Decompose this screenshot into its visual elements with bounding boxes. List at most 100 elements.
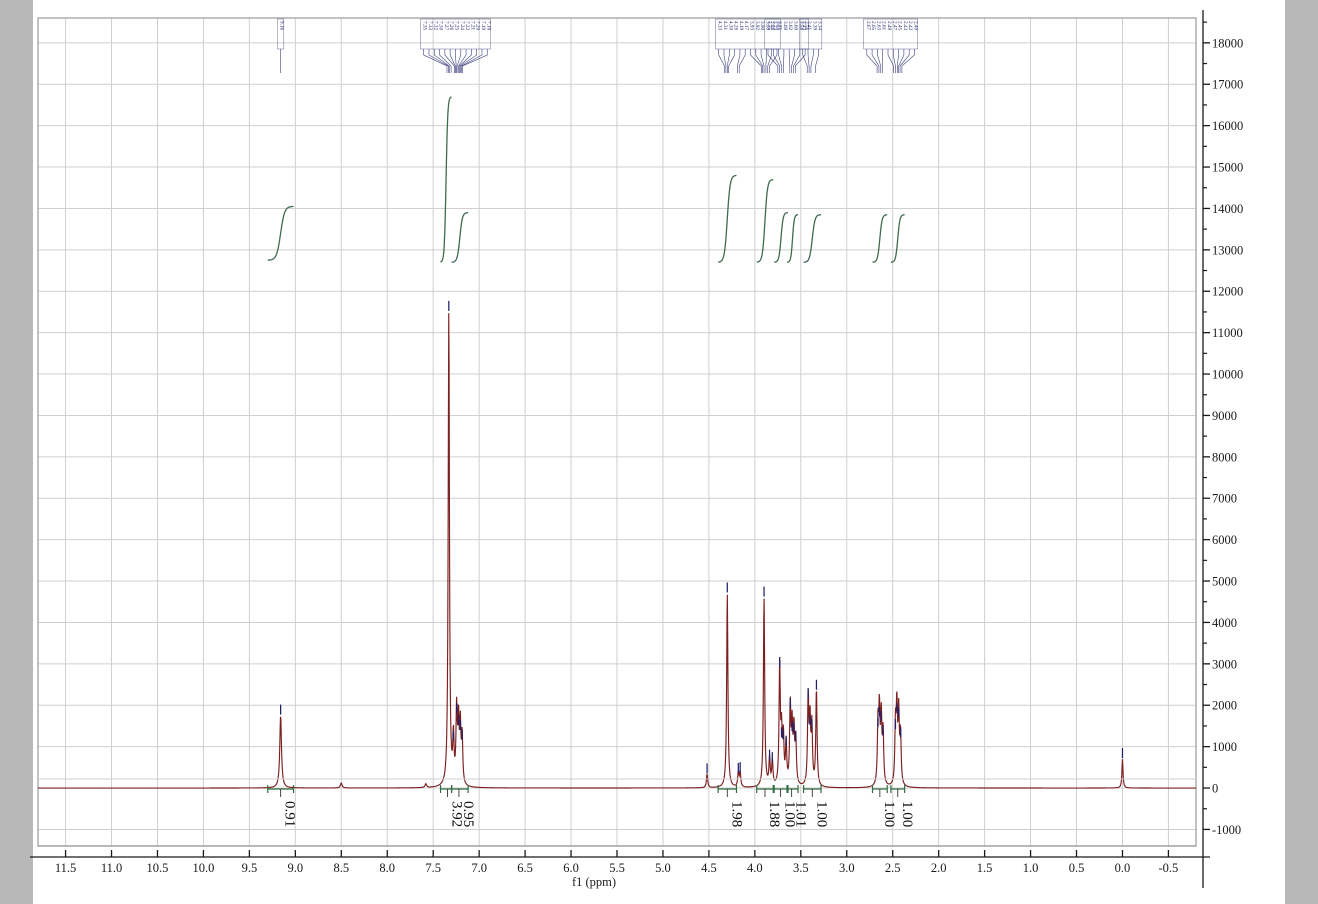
peak-label: 2.65: [870, 21, 876, 30]
spectrum-trace: [38, 313, 1196, 789]
peak-leader: [433, 49, 450, 73]
peak-label: 7.24: [459, 21, 465, 30]
peak-label: 4.28: [733, 21, 739, 30]
peak-label: 4.19: [738, 21, 744, 30]
x-tick-label: 6.0: [563, 861, 579, 875]
integral-value: 1.00: [782, 801, 798, 827]
peak-leader: [887, 49, 894, 73]
peak-label: 2.42: [907, 21, 913, 30]
y-tick-label: 17000: [1212, 78, 1243, 92]
integral-curve: [773, 212, 789, 263]
x-tick-label: 1.5: [977, 861, 993, 875]
peak-leader: [871, 49, 880, 73]
x-tick-label: 11.0: [101, 861, 122, 875]
integral-curve: [267, 205, 294, 261]
y-tick-label: 10000: [1212, 368, 1243, 382]
peak-label: 3.41: [806, 21, 812, 30]
integral-curve: [440, 96, 452, 263]
integral-curve: [451, 212, 469, 263]
y-tick-label: 11000: [1212, 326, 1243, 340]
y-tick-label: 0: [1212, 782, 1218, 796]
peak-leader: [893, 49, 896, 73]
x-axis: 11.5 11.0 10.5 10.0 9.5 9.0 8.5 8.0 7.5 7.0 6.5 6.0…: [30, 850, 1210, 889]
spectrum-line: [38, 313, 1196, 789]
peak-label: 7.22: [464, 21, 470, 30]
peak-label: 4.30: [727, 21, 733, 30]
peak-leader: [783, 49, 785, 73]
peak-leader: [767, 49, 779, 73]
peak-leader: [737, 49, 741, 73]
x-tick-label: 6.5: [517, 861, 533, 875]
peak-label: 3.73: [771, 21, 777, 30]
peak-label: 3.92: [754, 21, 760, 30]
x-tick-label: 3.5: [793, 861, 809, 875]
peak-leader: [428, 49, 449, 73]
x-tick-label: 10.0: [192, 861, 214, 875]
peak-label: 3.88: [764, 21, 770, 30]
peak-label: 3.56: [803, 21, 809, 30]
y-axis: -1000 0 1000 2000 3000 4000 5000 6000 7000 8000 90…: [1202, 10, 1243, 888]
peak-label: 2.40: [912, 21, 918, 30]
y-tick-label: 7000: [1212, 492, 1237, 506]
peak-label: 3.39: [811, 21, 817, 30]
y-tick-label: 16000: [1212, 119, 1243, 133]
peak-label: 3.58: [798, 21, 804, 30]
peak-leader: [760, 49, 765, 73]
integral-curve: [872, 214, 888, 263]
peak-leader: [901, 49, 915, 73]
y-tick-label: 1000: [1212, 740, 1237, 754]
peak-leader: [795, 49, 806, 73]
integral-curves: [267, 96, 905, 263]
peak-label: 7.20: [475, 21, 481, 30]
peak-label: 4.31: [722, 21, 728, 30]
peak-label: 7.25: [453, 21, 459, 30]
peak-leader: [810, 49, 814, 73]
peak-leader: [456, 49, 462, 73]
x-tick-label: 7.5: [425, 861, 441, 875]
peak-label: 7.21: [469, 21, 475, 30]
peak-leader: [778, 49, 782, 73]
peak-label: 3.62: [787, 21, 793, 30]
peak-leader: [765, 49, 767, 73]
peak-leader: [793, 49, 801, 73]
x-tick-label: 5.0: [655, 861, 671, 875]
integral-value: 0.95: [460, 801, 476, 827]
peak-label: 2.67: [865, 21, 871, 30]
integral-value: 1.00: [813, 801, 829, 827]
x-tick-label: 1.0: [1023, 861, 1039, 875]
y-tick-label: 12000: [1212, 285, 1243, 299]
y-tick-label: 8000: [1212, 450, 1237, 464]
peak-leader: [755, 49, 763, 73]
integral-value: 0.91: [282, 801, 298, 827]
x-tick-label: 0.5: [1069, 861, 1085, 875]
peak-leader: [460, 49, 477, 73]
peak-label-annotations: 9.16 7.35 7.33 7.32 7.30 7.27 7.26 7.25 7.24 7.22…: [277, 18, 918, 73]
peak-label: 2.49: [886, 21, 892, 30]
peak-leader: [898, 49, 905, 73]
x-tick-label: 2.0: [931, 861, 947, 875]
x-tick-label: 2.5: [885, 861, 901, 875]
peak-leader: [807, 49, 810, 73]
peak-label: 7.30: [438, 21, 444, 30]
x-tick-label: 5.5: [609, 861, 625, 875]
y-tick-label: 2000: [1212, 699, 1237, 713]
peak-label: 3.71: [777, 21, 783, 30]
peak-label: 4.17: [743, 21, 749, 30]
peak-leader: [788, 49, 791, 73]
peak-leader: [773, 49, 780, 73]
x-tick-label: 7.0: [471, 861, 487, 875]
peak-leader: [791, 49, 795, 73]
peak-leader: [718, 49, 725, 73]
peak-leader: [455, 49, 457, 73]
peak-label: 7.35: [422, 21, 428, 30]
y-tick-label: -1000: [1212, 823, 1241, 837]
peak-label-box: [799, 18, 823, 50]
peak-label: 3.69: [782, 21, 788, 30]
peak-leader: [877, 49, 882, 73]
peak-label: 3.60: [793, 21, 799, 30]
y-tick-label: 14000: [1212, 202, 1243, 216]
peak-leader: [866, 49, 878, 73]
x-tick-label: 4.0: [747, 861, 763, 875]
peak-label: 3.93: [748, 21, 754, 30]
